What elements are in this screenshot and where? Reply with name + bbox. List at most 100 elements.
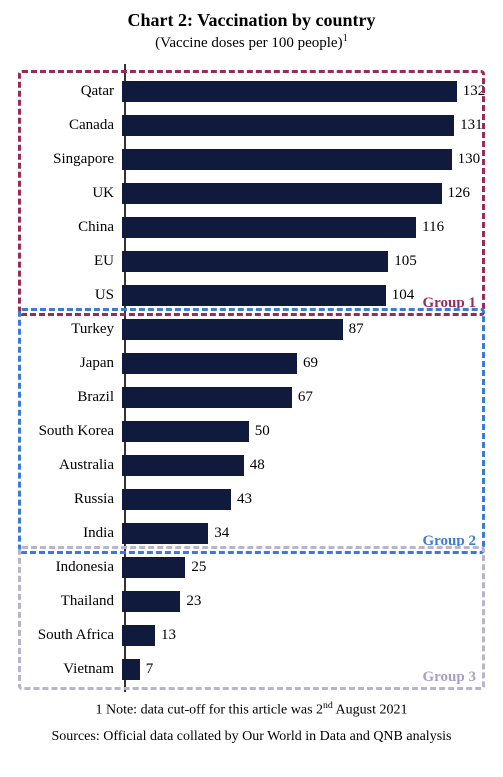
bar-row: Canada 131 (14, 108, 489, 142)
chart-title: Chart 2: Vaccination by country (14, 10, 489, 31)
bar-row: UK 126 (14, 176, 489, 210)
chart-area: Qatar 132 Canada 131 Singapore 130 UK 126 China 1… (14, 64, 489, 692)
bar-value: 34 (214, 525, 229, 542)
footnote: 1 Note: data cut-off for this article wa… (14, 700, 489, 719)
country-label: Brazil (14, 389, 122, 406)
bar-value: 13 (161, 627, 176, 644)
bar-value: 50 (255, 423, 270, 440)
country-label: India (14, 525, 122, 542)
bar (122, 115, 454, 136)
bar-value: 7 (146, 661, 154, 678)
bar-wrap: 13 (122, 618, 489, 652)
bar (122, 625, 155, 646)
subtitle-sup: 1 (343, 33, 348, 44)
bar-row: India 34 (14, 516, 489, 550)
bar-value: 67 (298, 389, 313, 406)
footnote-prefix: 1 Note: data cut-off for this article wa… (95, 703, 323, 718)
country-label: Indonesia (14, 559, 122, 576)
sources-line: Sources: Official data collated by Our W… (14, 729, 489, 745)
country-label: Canada (14, 117, 122, 134)
chart-subtitle: (Vaccine doses per 100 people)1 (14, 33, 489, 52)
bar-value: 48 (250, 457, 265, 474)
bar-row: Vietnam 7 (14, 652, 489, 686)
bar-row: South Korea 50 (14, 414, 489, 448)
bar (122, 319, 343, 340)
bar-row: US 104 (14, 278, 489, 312)
bar-value: 87 (349, 321, 364, 338)
bar-row: Qatar 132 (14, 74, 489, 108)
bar-value: 43 (237, 491, 252, 508)
bar-value: 126 (448, 185, 471, 202)
bar-wrap: 116 (122, 210, 489, 244)
bar-value: 23 (186, 593, 201, 610)
country-label: China (14, 219, 122, 236)
bar-wrap: 87 (122, 312, 489, 346)
bar-value: 69 (303, 355, 318, 372)
bar-wrap: 69 (122, 346, 489, 380)
bar-value: 25 (191, 559, 206, 576)
bar-row: Japan 69 (14, 346, 489, 380)
bar-value: 105 (394, 253, 417, 270)
bar (122, 523, 208, 544)
subtitle-prefix: (Vaccine doses per 100 people) (155, 35, 342, 51)
bar-wrap: 23 (122, 584, 489, 618)
bar (122, 421, 249, 442)
country-label: South Korea (14, 423, 122, 440)
bar (122, 183, 442, 204)
bar-row: Indonesia 25 (14, 550, 489, 584)
bar (122, 353, 297, 374)
bar-wrap: 131 (122, 108, 489, 142)
bar (122, 591, 180, 612)
bar-value: 132 (463, 83, 486, 100)
country-label: Singapore (14, 151, 122, 168)
country-label: South Africa (14, 627, 122, 644)
bar-wrap: 50 (122, 414, 489, 448)
bar-row: Australia48 (14, 448, 489, 482)
country-label: UK (14, 185, 122, 202)
bar-row: South Africa 13 (14, 618, 489, 652)
sources-text: Sources: Official data collated by Our W… (52, 729, 452, 744)
bar-wrap: 48 (122, 448, 489, 482)
bar (122, 489, 231, 510)
bar (122, 149, 452, 170)
bar (122, 659, 140, 680)
bar (122, 81, 457, 102)
country-label: Turkey (14, 321, 122, 338)
bar-wrap: 132 (122, 74, 489, 108)
country-label: Japan (14, 355, 122, 372)
bar-row: Singapore 130 (14, 142, 489, 176)
country-label: Thailand (14, 593, 122, 610)
footnote-sup: nd (323, 700, 333, 711)
bar (122, 557, 185, 578)
bar-rows-container: Qatar 132 Canada 131 Singapore 130 UK 126 China 1… (14, 74, 489, 686)
chart-title-text: Chart 2: Vaccination by country (127, 10, 375, 30)
country-label: EU (14, 253, 122, 270)
bar-wrap: 7 (122, 652, 489, 686)
bar-value: 131 (460, 117, 483, 134)
bar-value: 104 (392, 287, 415, 304)
country-label: US (14, 287, 122, 304)
bar-wrap: 67 (122, 380, 489, 414)
bar-wrap: 130 (122, 142, 489, 176)
bar-wrap: 104 (122, 278, 489, 312)
bar-row: Thailand 23 (14, 584, 489, 618)
bar-row: China 116 (14, 210, 489, 244)
bar-row: Brazil 67 (14, 380, 489, 414)
bar-wrap: 25 (122, 550, 489, 584)
country-label: Russia (14, 491, 122, 508)
country-label: Qatar (14, 83, 122, 100)
bar-row: Turkey 87 (14, 312, 489, 346)
bar-row: EU 105 (14, 244, 489, 278)
bar (122, 455, 244, 476)
footnote-suffix: August 2021 (333, 703, 408, 718)
bar-wrap: 34 (122, 516, 489, 550)
bar-wrap: 126 (122, 176, 489, 210)
bar-wrap: 43 (122, 482, 489, 516)
bar (122, 387, 292, 408)
country-label: Vietnam (14, 661, 122, 678)
bar-row: Russia 43 (14, 482, 489, 516)
bar-value: 116 (422, 219, 444, 236)
bar-value: 130 (458, 151, 481, 168)
bar (122, 285, 386, 306)
bar (122, 251, 388, 272)
